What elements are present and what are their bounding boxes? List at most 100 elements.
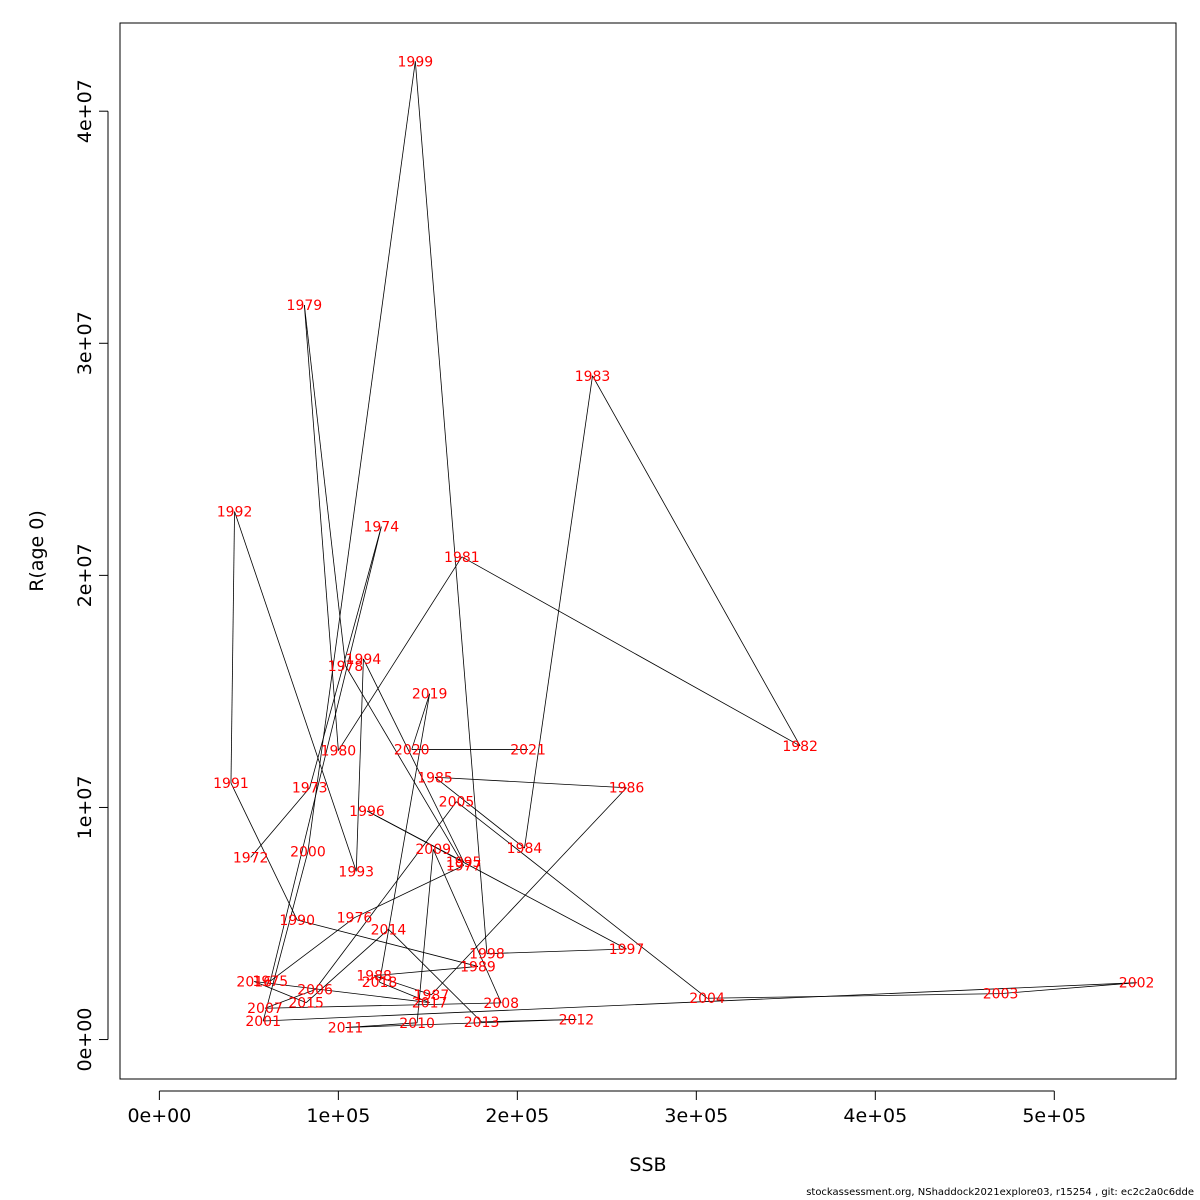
segment-1992-1993 (234, 511, 357, 872)
point-label-2009: 2009 (415, 842, 451, 858)
segment-1998-1999 (414, 61, 488, 954)
segment-1988-1989 (374, 966, 479, 977)
segment-1975-1976 (270, 917, 355, 982)
point-label-1996: 1996 (349, 804, 385, 820)
point-label-1983: 1983 (575, 369, 611, 385)
point-label-1999: 1999 (398, 54, 434, 70)
segment-1985-1986 (434, 776, 627, 789)
x-tick-label: 4e+05 (843, 1105, 907, 1127)
point-label-2001: 2001 (245, 1014, 281, 1030)
point-label-2000: 2000 (290, 845, 326, 861)
segment-2004-2005 (456, 801, 708, 999)
point-label-2016: 2016 (236, 975, 272, 991)
segment-1997-1998 (486, 948, 627, 955)
segment-2009-2010 (416, 849, 434, 1023)
segment-2014-2015 (305, 929, 389, 1003)
segment-2007-2008 (264, 1002, 502, 1009)
point-label-1978: 1978 (328, 659, 364, 675)
point-label-1987: 1987 (414, 988, 450, 1004)
x-axis-title: SSB (629, 1154, 666, 1176)
segment-2013-2014 (388, 929, 482, 1023)
point-label-2008: 2008 (483, 996, 519, 1012)
point-label-1974: 1974 (363, 520, 399, 536)
point-label-2007: 2007 (247, 1001, 283, 1017)
point-label-1985: 1985 (417, 770, 453, 786)
x-tick-label: 1e+05 (306, 1105, 370, 1127)
point-label-2018: 2018 (362, 975, 398, 991)
segment-1993-1994 (355, 658, 364, 872)
x-tick-label: 0e+00 (127, 1105, 191, 1127)
point-label-1972: 1972 (233, 850, 269, 866)
point-labels: 1972 1973 1974 1975 1976 1977 1978 1979 1980 1981… (213, 54, 1154, 1036)
point-label-1995: 1995 (446, 855, 482, 871)
point-label-2004: 2004 (689, 991, 725, 1007)
point-label-2015: 2015 (288, 996, 324, 1012)
segment-2000-2001 (262, 851, 309, 1022)
segment-2002-2003 (1000, 982, 1137, 994)
y-tick-label: 1e+07 (74, 776, 96, 840)
segment-1977-1978 (345, 665, 464, 866)
y-axis-title: R(age 0) (26, 510, 48, 592)
segment-2015-2016 (254, 981, 307, 1004)
footnote: stockassessment.org, NShaddock2021explor… (806, 1187, 1194, 1198)
y-tick-label: 0e+00 (74, 1008, 96, 1072)
point-label-2003: 2003 (983, 987, 1019, 1003)
segment-1996-1997 (366, 810, 627, 950)
series-lines (230, 61, 1137, 1028)
point-label-2005: 2005 (439, 795, 475, 811)
point-label-2011: 2011 (328, 1020, 364, 1036)
point-label-2006: 2006 (297, 983, 333, 999)
point-label-2020: 2020 (394, 742, 430, 758)
segment-2016-2017 (254, 981, 430, 1004)
point-label-1976: 1976 (337, 911, 373, 927)
segment-1984-1985 (434, 776, 525, 849)
point-label-1986: 1986 (609, 781, 645, 797)
point-label-1979: 1979 (287, 298, 323, 314)
segment-2006-2007 (264, 989, 316, 1009)
point-label-1975: 1975 (253, 974, 289, 990)
segment-1978-1979 (303, 304, 346, 666)
point-label-2002: 2002 (1119, 976, 1155, 992)
segment-2008-2009 (432, 849, 502, 1004)
y-axis: 0e+00 1e+07 2e+07 3e+07 4e+07 (74, 79, 109, 1072)
point-label-1988: 1988 (356, 969, 392, 985)
point-label-2012: 2012 (559, 1012, 595, 1028)
point-label-1977: 1977 (446, 858, 482, 874)
point-label-1992: 1992 (217, 505, 253, 521)
point-label-1991: 1991 (213, 776, 249, 792)
point-label-1998: 1998 (469, 947, 505, 963)
segment-1990-1991 (230, 782, 298, 921)
x-tick-label: 3e+05 (664, 1105, 728, 1127)
segment-1979-1980 (303, 304, 339, 751)
point-label-1982: 1982 (782, 739, 818, 755)
segment-1986-1987 (431, 787, 627, 996)
segment-1987-1988 (374, 975, 432, 996)
segment-1983-1984 (524, 375, 593, 849)
y-tick-label: 2e+07 (74, 543, 96, 607)
point-label-2013: 2013 (464, 1015, 500, 1031)
x-tick-label: 5e+05 (1022, 1105, 1086, 1127)
y-tick-label: 3e+07 (74, 311, 96, 375)
segment-1974-1975 (269, 526, 382, 982)
segment-2017-2018 (379, 981, 430, 1004)
point-label-1980: 1980 (321, 744, 357, 760)
point-label-1997: 1997 (609, 942, 645, 958)
point-label-1973: 1973 (292, 781, 328, 797)
segment-1982-1983 (592, 375, 801, 747)
x-axis: 0e+00 1e+05 2e+05 3e+05 4e+05 5e+05 (127, 1090, 1086, 1127)
plot-frame (119, 22, 1177, 1080)
point-label-1994: 1994 (346, 652, 382, 668)
point-label-1993: 1993 (338, 864, 374, 880)
point-label-1984: 1984 (507, 841, 543, 857)
segment-2018-2019 (379, 693, 431, 983)
y-tick-label: 4e+07 (74, 79, 96, 143)
segment-2019-2020 (411, 693, 431, 750)
point-label-2017: 2017 (412, 996, 448, 1012)
segment-1999-2000 (307, 61, 416, 852)
segment-1973-1974 (309, 526, 382, 788)
point-label-2010: 2010 (399, 1016, 435, 1032)
segment-1976-1977 (354, 865, 464, 919)
segment-1972-1973 (250, 787, 311, 858)
point-label-1981: 1981 (444, 550, 480, 566)
